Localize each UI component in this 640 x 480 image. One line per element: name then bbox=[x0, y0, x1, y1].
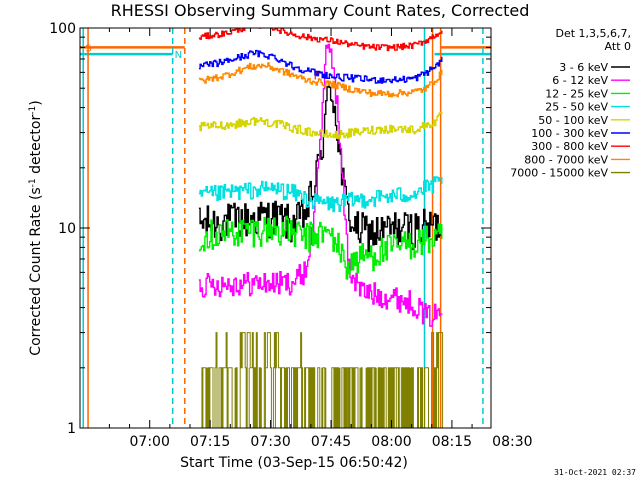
legend-entry-label: 7000 - 15000 keV bbox=[510, 167, 608, 180]
y-tick-label: 1 bbox=[67, 421, 76, 437]
state-markers: S N F bbox=[85, 43, 319, 82]
series-line bbox=[198, 43, 443, 327]
status-lines bbox=[80, 46, 491, 56]
legend-entry-label: 12 - 25 keV bbox=[545, 87, 608, 100]
plot-area: S N F 07:00 07:15 07:30 07:45 08:00 08:15 08:30 1… bbox=[49, 21, 532, 450]
chart-title: RHESSI Observing Summary Count Rates, Co… bbox=[111, 1, 530, 20]
series-line bbox=[198, 28, 443, 52]
legend-entry-label: 25 - 50 keV bbox=[545, 101, 608, 114]
state-marker-label: N bbox=[175, 50, 182, 61]
series-line bbox=[198, 332, 444, 428]
x-tick-label: 07:15 bbox=[190, 434, 230, 450]
x-tick-label: 07:00 bbox=[130, 434, 170, 450]
footer-date: 31-Oct-2021 02:37 bbox=[554, 468, 636, 477]
legend-entry-label: 800 - 7000 keV bbox=[524, 153, 608, 166]
series-line bbox=[198, 62, 443, 98]
series-traces bbox=[198, 28, 444, 428]
legend-entry-label: 3 - 6 keV bbox=[559, 61, 608, 74]
axis-ticks: 07:00 07:15 07:30 07:45 08:00 08:15 08:30 1 10 10… bbox=[49, 21, 532, 450]
series-line bbox=[198, 49, 443, 84]
legend-header-line2: Att 0 bbox=[605, 40, 631, 53]
x-axis-label: Start Time (03-Sep-15 06:50:42) bbox=[180, 455, 408, 471]
series-line bbox=[198, 111, 443, 139]
y-axis-label: Corrected Count Rate (s-1 detector-1) bbox=[28, 100, 44, 355]
y-tick-label: 10 bbox=[58, 221, 76, 237]
legend-header-line1: Det 1,3,5,6,7, bbox=[555, 27, 631, 40]
legend-entry-label: 100 - 300 keV bbox=[531, 127, 608, 140]
legend-entry-label: 6 - 12 keV bbox=[552, 74, 608, 87]
legend-entry-label: 300 - 800 keV bbox=[531, 140, 608, 153]
state-marker-label: S bbox=[85, 43, 91, 54]
x-tick-label: 08:15 bbox=[432, 434, 472, 450]
series-line bbox=[198, 176, 443, 213]
series-line bbox=[198, 215, 443, 280]
x-tick-label: 08:30 bbox=[492, 434, 532, 450]
state-marker-label: F bbox=[314, 71, 320, 82]
x-tick-label: 08:00 bbox=[371, 434, 411, 450]
x-tick-label: 07:45 bbox=[311, 434, 351, 450]
y-tick-label: 100 bbox=[49, 21, 76, 37]
legend-entry-label: 50 - 100 keV bbox=[538, 114, 608, 127]
x-tick-label: 07:30 bbox=[250, 434, 290, 450]
